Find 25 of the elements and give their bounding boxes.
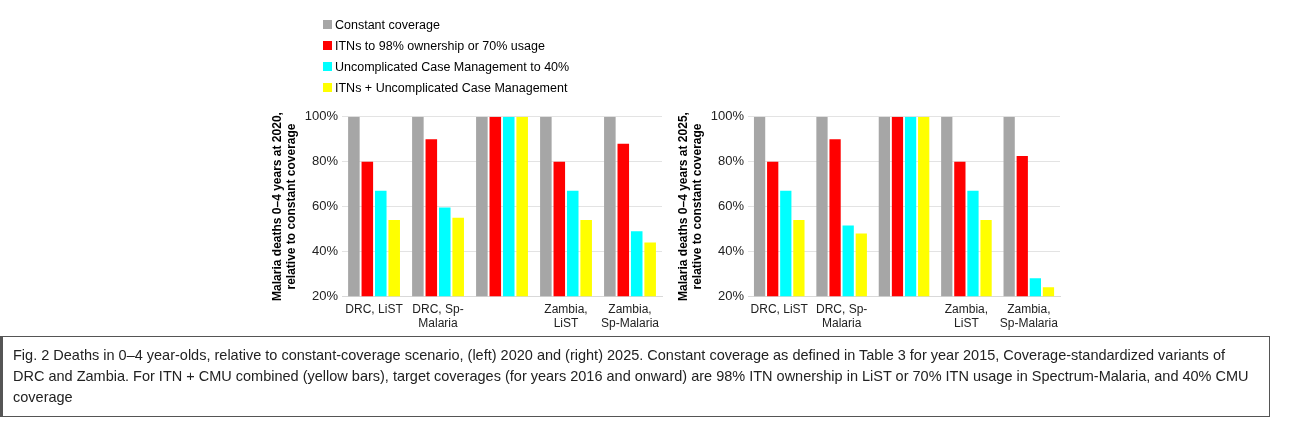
- y-tick-label: 20%: [312, 287, 339, 303]
- y-tick-label: 40%: [718, 242, 745, 258]
- y-tick-label: 60%: [718, 198, 745, 214]
- legend-label: Constant coverage: [335, 17, 440, 32]
- y-tick-label: 20%: [718, 287, 745, 303]
- x-tick-label: DRC, LiST: [345, 301, 404, 316]
- x-tick-label: Zambia, LiST: [544, 301, 588, 331]
- legend-label: ITNs + Uncomplicated Case Management: [335, 80, 568, 95]
- x-tick-label: DRC, Sp-Malaria: [412, 301, 464, 331]
- y-tick-label: 100%: [304, 108, 339, 124]
- y-axis-title: Malaria deaths 0–4 years at 2025, relative to constant coverage: [675, 112, 704, 301]
- x-tick-label: Zambia, Sp-Malaria: [600, 301, 660, 331]
- y-tick-label: 80%: [312, 153, 339, 169]
- x-tick-label: Zambia, Sp-Malaria: [999, 301, 1059, 331]
- x-tick-label: DRC, Sp-Malaria: [815, 301, 868, 331]
- legend-label: Uncomplicated Case Management to 40%: [335, 59, 570, 74]
- x-tick-label: DRC, LiST: [750, 301, 809, 316]
- y-tick-label: 40%: [312, 242, 339, 258]
- y-tick-label: 60%: [312, 198, 339, 214]
- y-tick-label: 80%: [718, 153, 745, 169]
- y-tick-label: 100%: [710, 108, 745, 124]
- x-tick-label: Zambia, LiST: [944, 301, 989, 331]
- y-axis-title: Malaria deaths 0–4 years at 2020, relative to constant coverage: [269, 112, 298, 301]
- legend-label: ITNs to 98% ownership or 70% usage: [335, 38, 545, 53]
- caption: Fig. 2 Deaths in 0–4 year-olds, relative to constant-coverage scenario, (left) 2020 and (right) 2025. Constant coverage as defined in Table 3 for year 2015, Coverage-standardized variants of DRC and Zambia. For ITN + CMU combined (yellow bars), target coverages (for years 2016 and onward) are 98% ITN ownership in LiST or 70% ITN usage in Spectrum-Malaria, and 40% CMU coverage: [0, 336, 1270, 417]
